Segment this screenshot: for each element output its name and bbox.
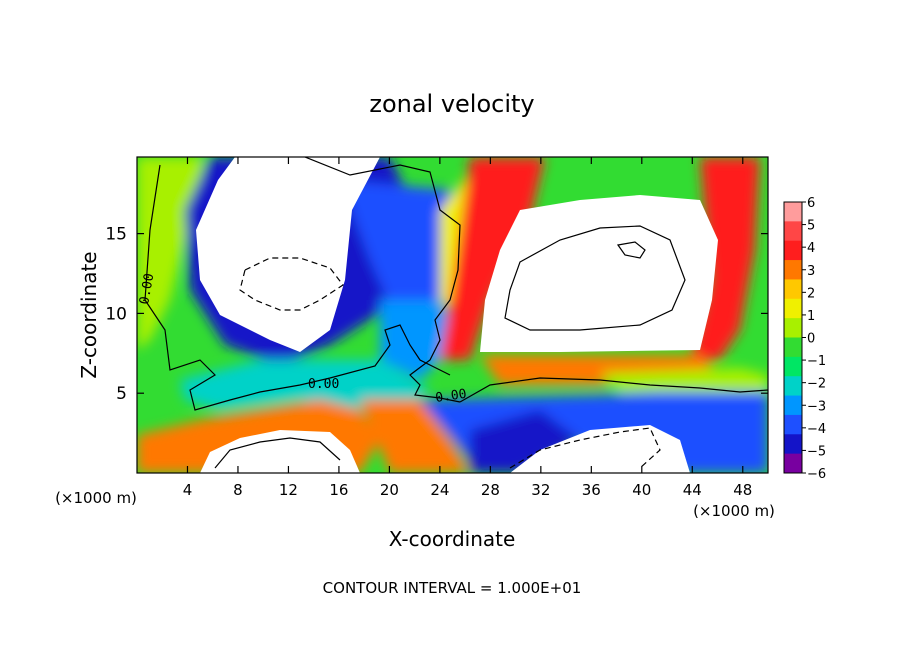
colorbar-segment bbox=[784, 337, 802, 358]
colorbar-segment bbox=[784, 376, 802, 397]
y-tick-label: 5 bbox=[116, 384, 127, 404]
colorbar-tick-label: 5 bbox=[807, 219, 815, 234]
colorbar-tick-label: 3 bbox=[807, 264, 815, 279]
contour-lines bbox=[144, 157, 768, 469]
colorbar: 6 5 4 3 2 1 0 −1 −2 −3 −4 −5 −6 bbox=[783, 196, 826, 482]
x-unit-left: (×1000 m) bbox=[55, 489, 137, 507]
colorbar-tick-label: 6 bbox=[807, 196, 815, 211]
colorbar-segment bbox=[784, 395, 802, 416]
x-tick-label: 24 bbox=[430, 481, 449, 499]
zero-contour-left bbox=[144, 164, 451, 411]
colorbar-segment bbox=[784, 221, 802, 242]
zero-contour-right bbox=[459, 377, 768, 403]
colorbar-segment bbox=[784, 453, 802, 474]
x-tick-label: 20 bbox=[380, 481, 399, 499]
x-tick-label: 28 bbox=[481, 481, 500, 499]
colorbar-segment bbox=[784, 434, 802, 455]
colorbar-segment bbox=[784, 202, 802, 222]
positive-contour-right bbox=[504, 225, 686, 331]
y-axis-label: Z-coordinate bbox=[77, 251, 101, 378]
x-tick-label: 36 bbox=[582, 481, 601, 499]
colorbar-segment bbox=[784, 298, 802, 319]
contour-label-right: 0.00 bbox=[434, 387, 467, 406]
colorbar-tick-label: −1 bbox=[807, 354, 826, 369]
x-tick-label: 32 bbox=[531, 481, 550, 499]
colorbar-segment bbox=[784, 279, 802, 300]
colorbar-segment bbox=[784, 260, 802, 280]
x-unit-right: (×1000 m) bbox=[693, 502, 775, 520]
contour-label-left: 0.00 bbox=[137, 272, 157, 305]
colorbar-tick-label: −2 bbox=[807, 377, 826, 392]
colorbar-tick-label: −3 bbox=[807, 399, 826, 414]
x-tick-label: 40 bbox=[632, 481, 651, 499]
y-tick-label: 15 bbox=[105, 225, 127, 245]
colorbar-segment bbox=[784, 318, 802, 338]
colorbar-segment bbox=[784, 240, 802, 261]
contour-label-group: 0.00 0.00 0.00 bbox=[137, 272, 467, 406]
positive-contour-bottom-left bbox=[214, 437, 341, 469]
small-contour-right bbox=[616, 241, 646, 259]
colorbar-tick-label: −4 bbox=[807, 422, 826, 437]
contour-interval-footer: CONTOUR INTERVAL = 1.000E+01 bbox=[323, 579, 582, 597]
zero-contour-mid bbox=[303, 157, 461, 403]
colorbar-tick-label: 1 bbox=[807, 309, 815, 324]
colorbar-tick-label: 2 bbox=[807, 286, 815, 301]
colorbar-tick-label: 4 bbox=[807, 241, 815, 256]
y-axis-ticks: 5 10 15 bbox=[105, 225, 768, 404]
plot-frame bbox=[136, 156, 769, 474]
colorbar-segment bbox=[784, 414, 802, 435]
x-tick-label: 44 bbox=[683, 481, 702, 499]
x-tick-label: 8 bbox=[233, 481, 243, 499]
colorbar-segment bbox=[784, 356, 802, 377]
x-tick-label: 16 bbox=[329, 481, 348, 499]
negative-contour-left bbox=[239, 257, 344, 311]
x-axis-ticks: 4 8 12 16 20 24 28 32 36 40 44 48 bbox=[183, 157, 752, 499]
chart-title: zonal velocity bbox=[369, 90, 534, 118]
negative-contour-bottom-right bbox=[509, 427, 661, 469]
colorbar-tick-label: 0 bbox=[807, 332, 815, 347]
y-tick-label: 10 bbox=[105, 304, 127, 324]
heatmap-field bbox=[137, 157, 768, 473]
colorbar-tick-label: −6 bbox=[807, 467, 826, 482]
contour-label-mid: 0.00 bbox=[308, 377, 339, 392]
x-tick-label: 4 bbox=[183, 481, 193, 499]
x-axis-label: X-coordinate bbox=[389, 527, 516, 551]
x-tick-label: 48 bbox=[733, 481, 752, 499]
x-tick-label: 12 bbox=[279, 481, 298, 499]
colorbar-tick-label: −5 bbox=[807, 444, 826, 459]
